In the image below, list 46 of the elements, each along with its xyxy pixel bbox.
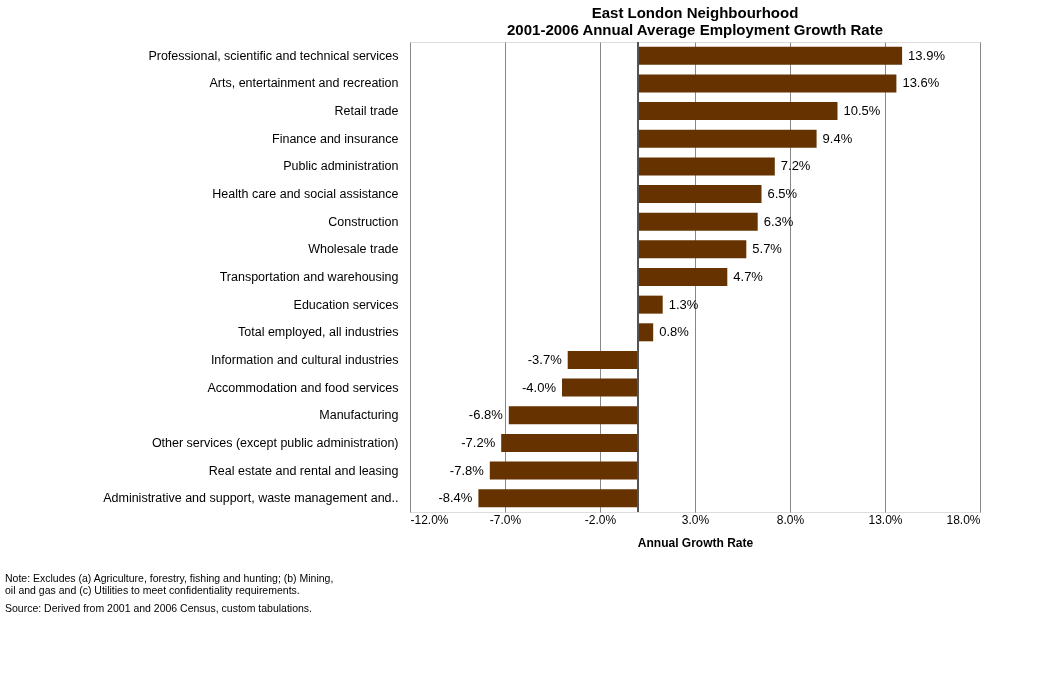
y-tick-label: Construction	[328, 214, 399, 229]
x-tick-label: 18.0%	[946, 512, 981, 527]
y-tick-label: Real estate and rental and leasing	[208, 463, 399, 478]
y-tick-label: Wholesale trade	[308, 242, 399, 257]
x-tick-label: -2.0%	[584, 512, 617, 527]
data-label: 9.4%	[822, 130, 853, 146]
y-tick-label: Accommodation and food services	[207, 380, 399, 395]
data-label: 7.2%	[780, 158, 811, 174]
x-tick-label: 8.0%	[776, 512, 805, 527]
data-label: 1.3%	[668, 296, 699, 312]
x-tick-label: -12.0%	[410, 512, 449, 527]
x-tick-label: -7.0%	[489, 512, 522, 527]
y-tick-label: Education services	[293, 297, 399, 312]
y-tick-label: Health care and social assistance	[212, 187, 399, 202]
data-label: -3.7%	[527, 351, 563, 367]
y-tick-label: Administrative and support, waste management and..	[103, 491, 399, 506]
y-tick-label: Public administration	[283, 159, 399, 174]
x-tick-label: 3.0%	[681, 512, 710, 527]
y-tick-label: Information and cultural industries	[210, 352, 399, 367]
data-label: -7.8%	[449, 462, 485, 478]
text: East London Neighbourhood	[591, 3, 799, 21]
data-label: -4.0%	[522, 379, 557, 395]
y-tick-label: Arts, entertainment and recreation	[209, 76, 399, 91]
data-label: 5.7%	[752, 241, 783, 257]
data-label: 0.8%	[659, 324, 690, 340]
data-label: -8.4%	[438, 490, 473, 506]
data-label: 6.3%	[763, 213, 794, 229]
y-tick-label: Other services (except public administration)	[151, 435, 399, 450]
data-label: 10.5%	[843, 103, 881, 119]
x-axis-title: Annual Growth Rate	[637, 535, 754, 550]
data-label: -7.2%	[461, 434, 496, 450]
y-tick-label: Total employed, all industries	[238, 325, 399, 340]
y-tick-label: Professional, scientific and technical services	[148, 48, 399, 63]
text: Note: Excludes (a) Agriculture, forestry, fishing and hunting; (b) Mining, oil and gas and (c) Utilities to meet confidentiality requirements.	[5, 572, 334, 596]
text: 2001-2006 Annual Average Employment Growth Rate	[507, 20, 883, 38]
y-tick-label: Retail trade	[334, 104, 399, 119]
data-label: -6.8%	[468, 407, 504, 423]
data-label: 6.5%	[767, 186, 798, 202]
y-tick-label: Manufacturing	[319, 408, 399, 423]
data-label: 13.6%	[902, 75, 940, 91]
x-tick-label: 13.0%	[868, 512, 903, 527]
y-tick-label: Transportation and warehousing	[219, 270, 399, 284]
data-label: 4.7%	[733, 269, 764, 284]
y-tick-label: Finance and insurance	[272, 131, 399, 146]
source-note: Source: Derived from 2001 and 2006 Census, custom tabulations.	[5, 602, 313, 614]
data-label: 13.9%	[908, 47, 946, 63]
